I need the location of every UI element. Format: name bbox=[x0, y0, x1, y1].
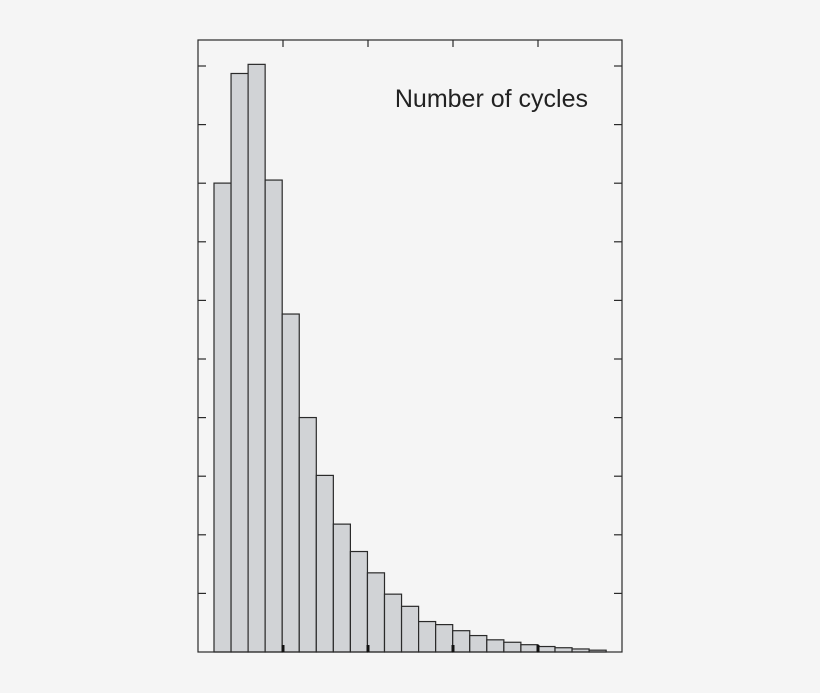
histogram-bar bbox=[418, 620, 437, 653]
histogram-bar bbox=[486, 639, 505, 653]
bars-group bbox=[213, 63, 607, 653]
histogram-bar bbox=[503, 641, 522, 653]
histogram-bar bbox=[366, 572, 386, 653]
histogram-bar bbox=[315, 474, 334, 653]
histogram-bar bbox=[383, 593, 403, 653]
histogram-bar bbox=[520, 644, 539, 653]
histogram-bar bbox=[435, 623, 454, 653]
histogram-bar bbox=[469, 634, 488, 653]
histogram-bar bbox=[554, 647, 573, 653]
histogram-bar bbox=[230, 72, 249, 653]
histogram-bar bbox=[537, 645, 556, 653]
plot-frame bbox=[197, 39, 623, 653]
ticks-group bbox=[198, 40, 622, 652]
histogram-bar bbox=[349, 550, 369, 653]
chart-title: Number of cycles bbox=[395, 85, 588, 113]
histogram-bar bbox=[247, 63, 266, 653]
histogram-bar bbox=[452, 630, 471, 653]
histogram-bar bbox=[264, 179, 283, 653]
histogram-bar bbox=[298, 416, 317, 653]
histogram-bar bbox=[281, 313, 300, 653]
histogram-bar bbox=[400, 605, 420, 653]
histogram-bar bbox=[213, 182, 232, 653]
histogram-bar bbox=[332, 523, 352, 653]
